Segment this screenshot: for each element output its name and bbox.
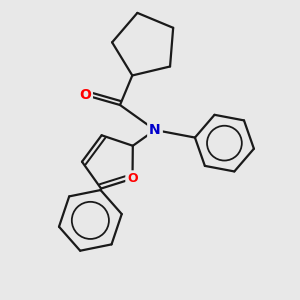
Text: O: O xyxy=(79,88,91,102)
Text: N: N xyxy=(149,123,161,137)
Text: O: O xyxy=(127,172,138,185)
